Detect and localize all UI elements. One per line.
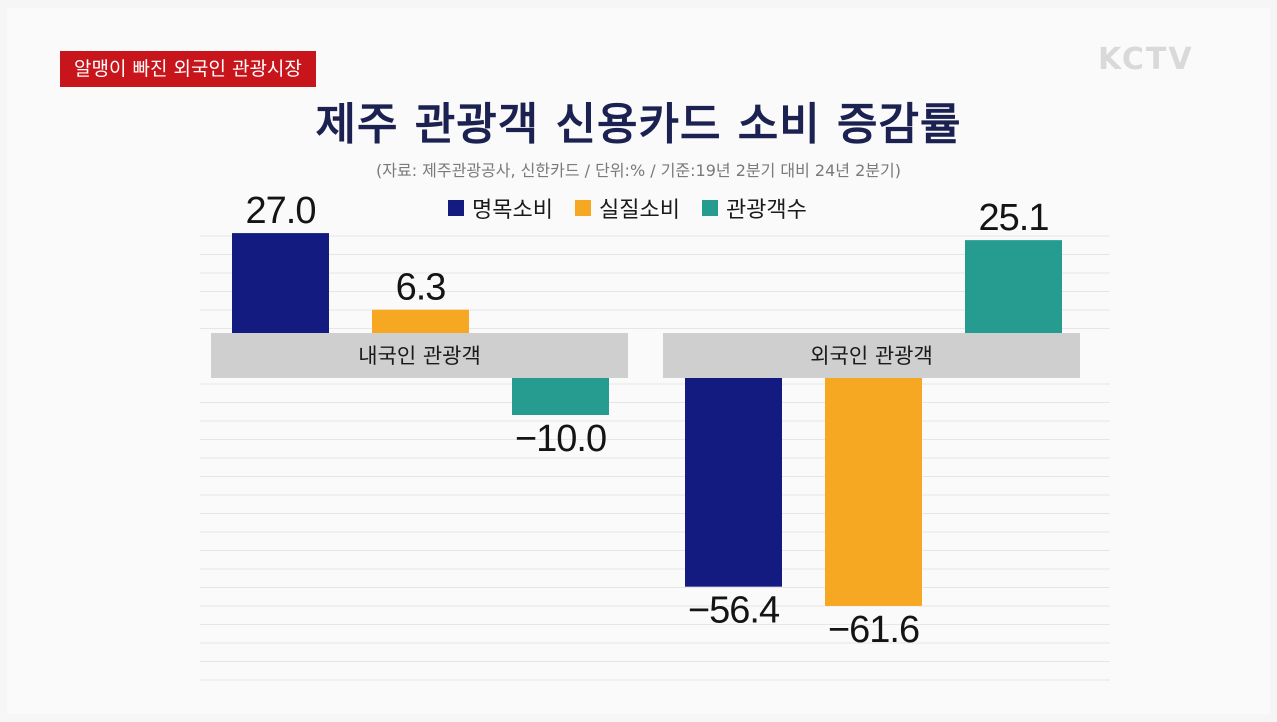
legend-item-visitors: 관광객수	[701, 192, 807, 224]
data-label: −10.0	[515, 418, 606, 460]
legend: 명목소비 실질소비 관광객수	[448, 193, 807, 223]
legend-item-real: 실질소비	[574, 192, 680, 224]
chart-title: 제주 관광객 신용카드 소비 증감률	[315, 99, 962, 150]
data-label: −56.4	[688, 590, 780, 632]
legend-label-visitors: 관광객수	[725, 198, 807, 223]
data-label: 25.1	[979, 197, 1049, 239]
legend-swatch-visitors	[701, 200, 718, 216]
bar	[372, 309, 469, 333]
legend-label-real: 실질소비	[598, 198, 680, 223]
legend-swatch-nominal	[448, 200, 464, 216]
data-label: 6.3	[396, 267, 446, 309]
category-label: 외국인 관광객	[810, 344, 933, 368]
legend-swatch-real	[574, 200, 591, 216]
broadcaster-logo: KCTV	[1098, 42, 1194, 77]
data-label: −61.6	[828, 609, 919, 651]
bar	[232, 233, 329, 333]
bar	[685, 378, 782, 587]
category-band	[663, 333, 1080, 378]
chart-subtitle: (자료: 제주관광공사, 신한카드 / 단위:% / 기준:19년 2분기 대비…	[376, 161, 901, 180]
bar	[825, 378, 922, 606]
bar	[965, 240, 1062, 333]
category-band	[211, 333, 628, 378]
data-label: 27.0	[246, 190, 316, 232]
legend-item-nominal: 명목소비	[448, 192, 553, 224]
category-label: 내국인 관광객	[358, 344, 481, 368]
legend-label-nominal: 명목소비	[472, 198, 553, 223]
bar	[512, 378, 609, 415]
news-badge: 알맹이 빠진 외국인 관광시장	[60, 51, 316, 87]
